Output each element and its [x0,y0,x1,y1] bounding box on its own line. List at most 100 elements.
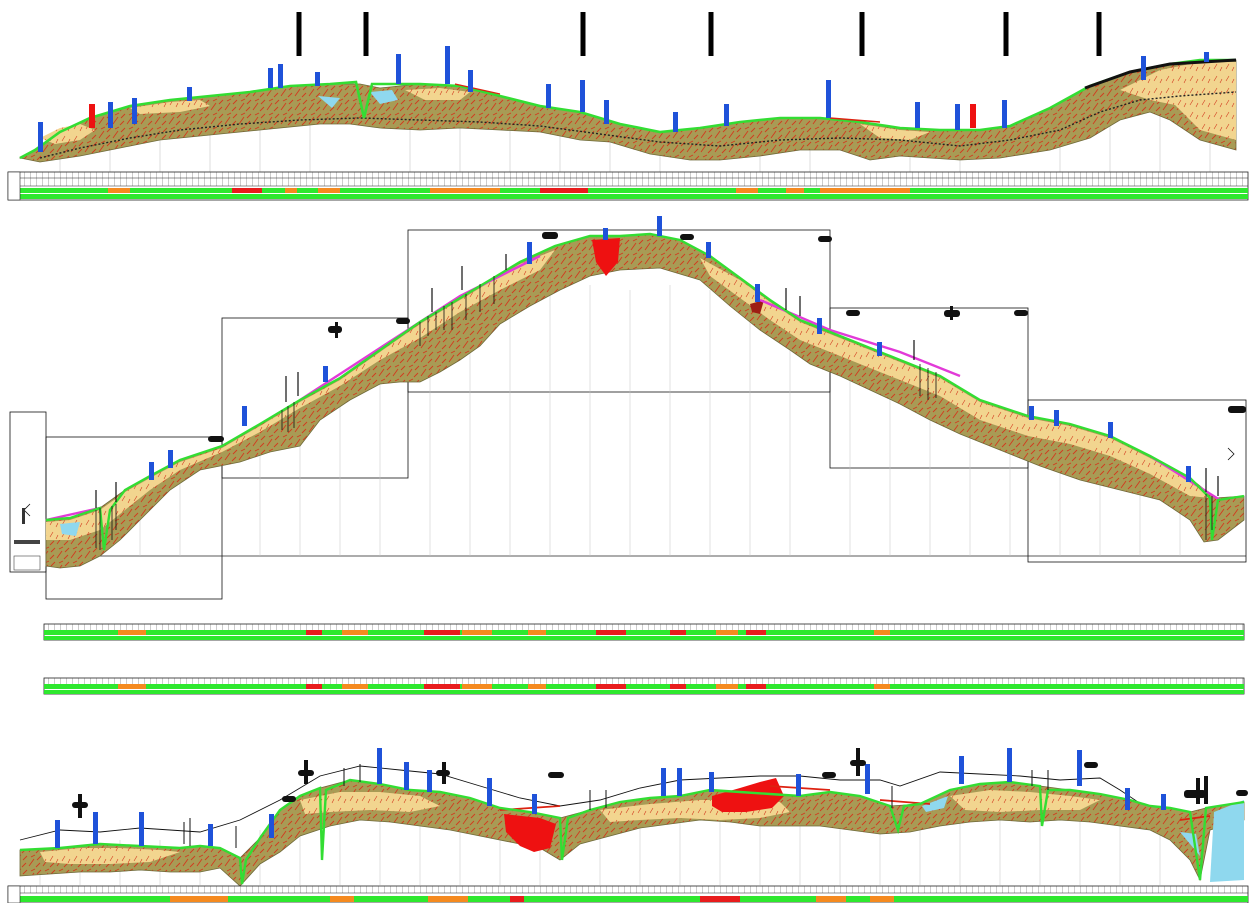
borehole-icon[interactable] [603,228,608,240]
borehole-icon[interactable] [817,318,822,334]
section-frame [221,317,409,479]
borehole-icon[interactable] [427,770,432,792]
borehole-icon[interactable] [604,100,609,124]
sand-lens [130,100,210,114]
borehole-icon[interactable] [826,80,831,118]
section-flag-icon [78,794,82,818]
borehole-icon[interactable] [132,98,137,124]
sand-zone [300,792,440,814]
borehole-icon[interactable] [1108,422,1113,438]
red-boreholes-top [89,104,976,128]
sand-lens [405,88,470,100]
borehole-icon[interactable] [546,84,551,108]
borehole-icon[interactable] [268,68,273,88]
borehole-icon[interactable] [970,104,976,128]
borehole-icon[interactable] [1141,56,1146,80]
borehole-icon[interactable] [149,462,154,480]
borehole-icon[interactable] [468,70,473,92]
borehole-icon[interactable] [706,242,711,258]
borehole-icon[interactable] [1029,406,1034,420]
borehole-icon[interactable] [242,406,247,426]
borehole-icon[interactable] [187,87,192,101]
borehole-icon[interactable] [580,80,585,112]
borehole-icon[interactable] [278,64,283,88]
borehole-icon[interactable] [396,54,401,84]
section-frame [829,307,1029,469]
section-flag-icon [548,772,564,778]
borehole-icon[interactable] [38,122,43,152]
borehole-icon[interactable] [709,772,714,792]
borehole-icon[interactable] [108,102,113,128]
borehole-icon[interactable] [532,794,537,814]
section-flag-icon [282,796,296,802]
borehole-icon[interactable] [445,46,450,84]
borehole-icon[interactable] [487,778,492,806]
borehole-icon[interactable] [796,774,801,796]
borehole-icon[interactable] [1125,788,1130,810]
borehole-icon[interactable] [315,72,320,86]
borehole-icon[interactable] [755,284,760,302]
borehole-icon[interactable] [377,748,382,784]
borehole-icon[interactable] [955,104,960,130]
borehole-icon[interactable] [269,814,274,838]
borehole-icon[interactable] [673,112,678,132]
borehole-icon[interactable] [323,366,328,382]
boreholes-middle [149,216,1191,482]
borehole-icon[interactable] [1002,100,1007,128]
section-flag-icon [1184,790,1206,798]
profile-bottom [7,748,1249,903]
borehole-icon[interactable] [1161,794,1166,810]
alluvial-red-zone [712,778,784,812]
title-block-text-mark [22,508,25,524]
ground-surface-line-middle [45,232,1245,551]
borehole-icon[interactable] [55,820,60,848]
borehole-icon[interactable] [1186,466,1191,482]
section-flag-icon [818,236,832,242]
title-block [13,447,1235,571]
band-table-bottom [7,885,1249,903]
section-frame [1027,399,1247,563]
borehole-icon[interactable] [404,762,409,790]
sand-zone [950,790,1100,812]
borehole-icon[interactable] [877,342,882,356]
borehole-icon[interactable] [865,764,870,794]
borehole-icon[interactable] [724,104,729,126]
borehole-icon[interactable] [657,216,662,236]
section-flag-icon [304,760,308,784]
borehole-icon[interactable] [168,450,173,468]
borehole-icon[interactable] [1007,748,1012,782]
boreholes-bottom [55,748,1166,848]
rock-base-dashed-line [39,91,1237,159]
band-table-top [7,171,1249,201]
title-block-text-mark [14,540,40,544]
section-flag-icon [950,306,953,320]
section-flag-icon [822,772,836,778]
orientation-triangle-icon [1227,447,1235,461]
marker-posts-middle [95,254,1219,508]
sand-zone [40,848,180,864]
borehole-icon[interactable] [1204,52,1209,62]
borehole-icon[interactable] [1077,750,1082,786]
section-flag-icon [208,436,224,442]
borehole-icon[interactable] [208,824,213,846]
alluvial-red-zone [592,238,620,276]
borehole-icon[interactable] [139,812,144,846]
water-pocket [370,90,398,104]
title-block-frame [9,411,47,573]
borehole-icon[interactable] [1054,410,1059,426]
borehole-icon[interactable] [89,104,95,128]
section-flag-icon [396,318,410,324]
boreholes-top [38,46,1209,152]
borehole-icon[interactable] [915,102,920,128]
borehole-icon[interactable] [959,756,964,784]
borehole-icon[interactable] [677,768,682,796]
borehole-icon[interactable] [93,812,98,844]
profile-frames [9,229,1247,600]
section-flag-icon [1014,310,1028,316]
sand-zone [46,250,555,540]
borehole-icon[interactable] [527,242,532,264]
dark-red-pocket [750,300,764,314]
borehole-icon[interactable] [661,768,666,796]
profile-middle [9,216,1247,600]
